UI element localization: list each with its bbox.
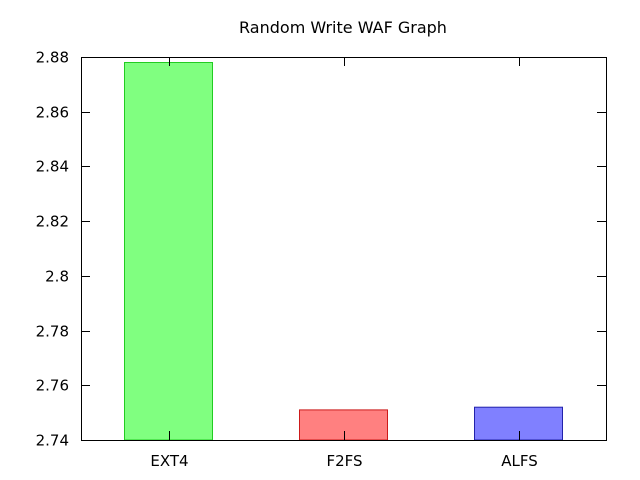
bar-ext4 [124,62,213,441]
x-tick-label-ext4: EXT4 [150,452,188,470]
y-tick-label: 2.74 [36,432,69,450]
chart-title: Random Write WAF Graph [239,18,447,37]
y-tick-label: 2.8 [45,268,69,286]
y-tick-label: 2.76 [36,377,69,395]
ticks-layer: 2.74 2.76 2.78 2.8 2.82 2.84 2.86 2.88 EXT4 F2FS A… [36,49,606,470]
y-tick-label: 2.88 [36,49,69,67]
y-tick-label: 2.86 [36,104,69,122]
y-tick-label: 2.78 [36,323,69,341]
y-tick-label: 2.82 [36,213,69,231]
x-tick-label-f2fs: F2FS [326,452,362,470]
bar-alfs [474,406,563,441]
bars-layer [124,62,563,441]
x-tick-label-alfs: ALFS [501,452,538,470]
y-tick-label: 2.84 [36,158,69,176]
bar-f2fs [299,409,388,441]
